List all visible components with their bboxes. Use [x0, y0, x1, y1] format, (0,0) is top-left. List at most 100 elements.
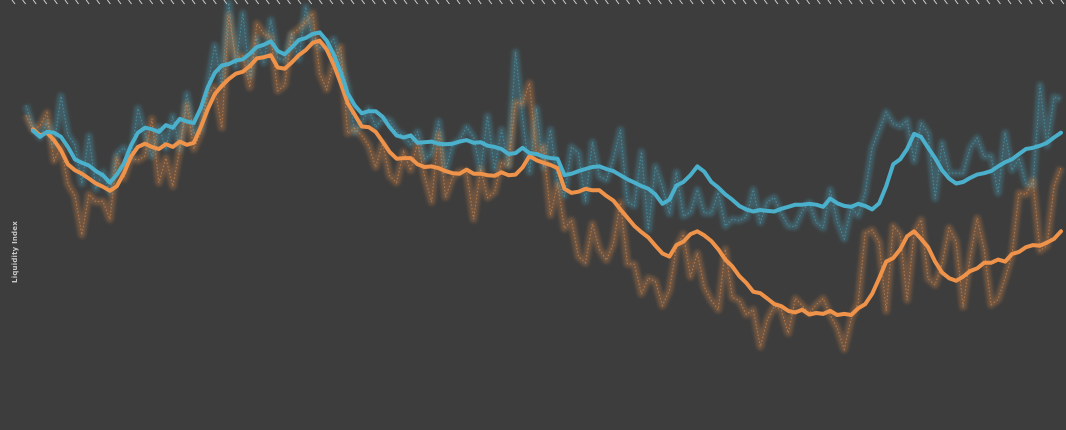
x-tick: [922, 0, 927, 5]
x-tick: [85, 0, 90, 5]
x-tick: [763, 0, 768, 5]
x-tick: [668, 0, 673, 5]
x-tick: [869, 0, 874, 5]
x-tick: [583, 0, 588, 5]
x-tick: [308, 0, 313, 5]
x-tick: [594, 0, 599, 5]
x-tick: [880, 0, 885, 5]
x-tick: [965, 0, 970, 5]
x-tick: [1007, 0, 1012, 5]
x-tick: [806, 0, 811, 5]
x-tick: [106, 0, 111, 5]
x-tick: [520, 0, 525, 5]
x-tick: [954, 0, 959, 5]
x-tick: [75, 0, 79, 5]
x-tick: [456, 0, 461, 5]
x-tick: [297, 0, 302, 5]
x-tick: [562, 0, 567, 5]
series-band-glow-3: [22, 9, 1065, 353]
x-tick: [181, 0, 185, 5]
x-tick: [191, 0, 196, 5]
x-tick: [933, 0, 938, 5]
x-tick: [467, 0, 472, 5]
smoothed-lines: [31, 30, 1063, 317]
x-tick: [838, 0, 842, 5]
x-tick: [170, 0, 175, 5]
x-tick: [414, 0, 419, 5]
x-tick: [149, 0, 154, 5]
series-line-1: [31, 38, 1063, 317]
x-tick: [827, 0, 832, 5]
x-tick: [1018, 0, 1023, 5]
x-tick: [551, 0, 556, 5]
x-tick: [287, 0, 291, 5]
x-tick: [128, 0, 132, 5]
x-tick: [1060, 0, 1065, 5]
x-tick: [636, 0, 641, 5]
series-line-0: [31, 30, 1063, 214]
x-tick: [403, 0, 408, 5]
x-tick: [774, 0, 779, 5]
x-tick: [859, 0, 864, 5]
x-tick: [679, 0, 683, 5]
x-tick: [43, 0, 48, 5]
x-tick: [446, 0, 450, 5]
x-tick: [382, 0, 387, 5]
x-tick: [700, 0, 705, 5]
x-tick: [848, 0, 853, 5]
x-tick: [997, 0, 1001, 5]
x-tick: [573, 0, 577, 5]
x-tick: [361, 0, 366, 5]
x-tick: [138, 0, 143, 5]
x-tick: [816, 0, 821, 5]
x-tick: [477, 0, 482, 5]
x-tick: [710, 0, 715, 5]
x-tick: [212, 0, 217, 5]
x-tick: [541, 0, 546, 5]
x-tick: [891, 0, 895, 5]
x-tick: [265, 0, 270, 5]
x-tick: [944, 0, 948, 5]
x-tick: [647, 0, 652, 5]
series-band-3: [25, 11, 1062, 352]
x-tick: [912, 0, 917, 5]
x-tick: [202, 0, 207, 5]
x-tick: [689, 0, 694, 5]
x-tick: [424, 0, 429, 5]
x-tick: [1028, 0, 1033, 5]
x-tick: [785, 0, 789, 5]
x-tick: [604, 0, 609, 5]
x-tick: [318, 0, 323, 5]
x-tick: [329, 0, 334, 5]
x-tick: [350, 0, 355, 5]
x-tick: [753, 0, 758, 5]
x-tick: [509, 0, 514, 5]
x-tick: [732, 0, 736, 5]
x-tick: [975, 0, 980, 5]
x-tick: [742, 0, 747, 5]
x-tick: [340, 0, 344, 5]
x-tick: [795, 0, 800, 5]
x-axis-ticks: [11, 0, 1065, 5]
x-tick: [530, 0, 535, 5]
x-tick: [986, 0, 991, 5]
x-tick: [435, 0, 440, 5]
x-tick: [159, 0, 164, 5]
x-tick: [234, 0, 238, 5]
x-tick: [117, 0, 122, 5]
x-tick: [53, 0, 58, 5]
x-tick: [244, 0, 249, 5]
x-tick: [371, 0, 376, 5]
x-tick: [32, 0, 37, 5]
x-tick: [11, 0, 16, 5]
x-tick: [488, 0, 493, 5]
x-tick: [721, 0, 726, 5]
x-tick: [276, 0, 281, 5]
x-tick: [22, 0, 26, 5]
x-tick: [393, 0, 397, 5]
x-tick: [255, 0, 260, 5]
faint-bands: [22, 0, 1065, 353]
x-tick: [626, 0, 630, 5]
